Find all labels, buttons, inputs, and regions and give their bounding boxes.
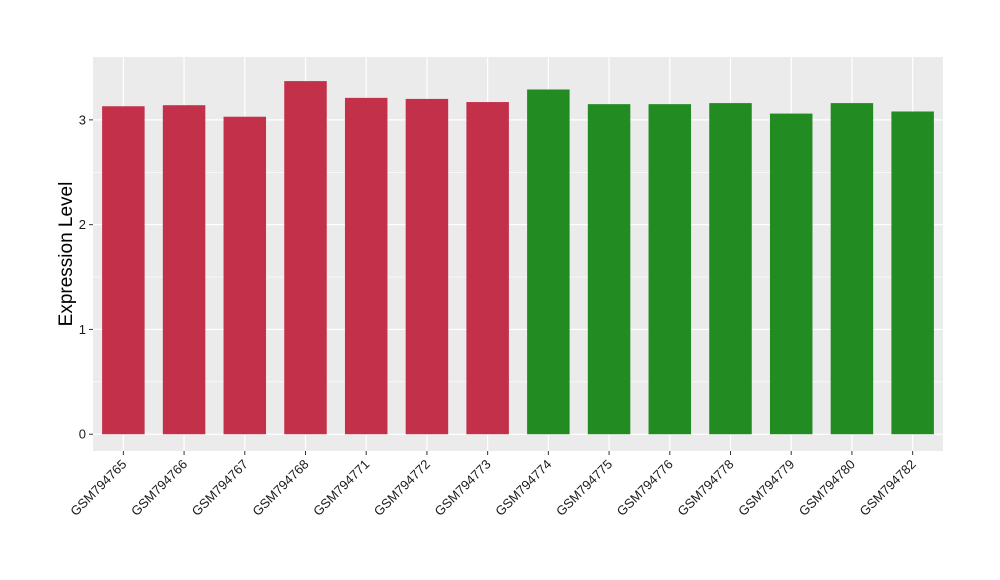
bar-GSM794766 — [162, 105, 206, 435]
y-axis: 0 1 2 3 — [79, 112, 93, 442]
bar-GSM794773 — [466, 102, 509, 435]
x-tick-label: GSM794766 — [128, 457, 190, 519]
bar-GSM794779 — [769, 113, 813, 435]
bars-group — [102, 81, 934, 435]
bar-GSM794776 — [648, 104, 692, 435]
x-tick-label: GSM794767 — [189, 457, 251, 519]
y-tick-label: 2 — [79, 217, 86, 232]
x-tick-label: GSM794775 — [553, 457, 615, 519]
y-axis-title: Expression Level — [56, 182, 77, 327]
x-tick-label: GSM794776 — [614, 457, 676, 519]
x-tick-label: GSM794774 — [492, 457, 554, 519]
bar-GSM794778 — [709, 103, 752, 435]
y-tick-label: 0 — [79, 427, 86, 442]
x-tick-label: GSM794771 — [310, 457, 372, 519]
bar-GSM794772 — [405, 98, 449, 435]
bar-GSM794782 — [891, 111, 934, 435]
x-tick-label: GSM794778 — [674, 457, 736, 519]
bar-GSM794765 — [102, 106, 145, 435]
bar-GSM794767 — [223, 116, 267, 435]
x-tick-label: GSM794773 — [432, 457, 494, 519]
plot-panel — [93, 57, 943, 451]
bar-GSM794780 — [830, 103, 874, 435]
x-tick-label: GSM794772 — [371, 457, 433, 519]
bar-GSM794774 — [527, 89, 570, 435]
y-tick-label: 3 — [79, 112, 86, 127]
x-tick-label: GSM794782 — [857, 457, 919, 519]
bar-GSM794768 — [284, 81, 327, 435]
y-tick-label: 1 — [79, 322, 86, 337]
x-tick-label: GSM794779 — [735, 457, 797, 519]
x-tick-label: GSM794768 — [249, 457, 311, 519]
x-tick-label: GSM794765 — [67, 457, 129, 519]
bar-GSM794771 — [344, 97, 388, 435]
x-axis: GSM794765GSM794766GSM794767GSM794768GSM7… — [67, 451, 919, 519]
x-tick-label: GSM794780 — [796, 457, 858, 519]
bar-GSM794775 — [587, 104, 631, 435]
